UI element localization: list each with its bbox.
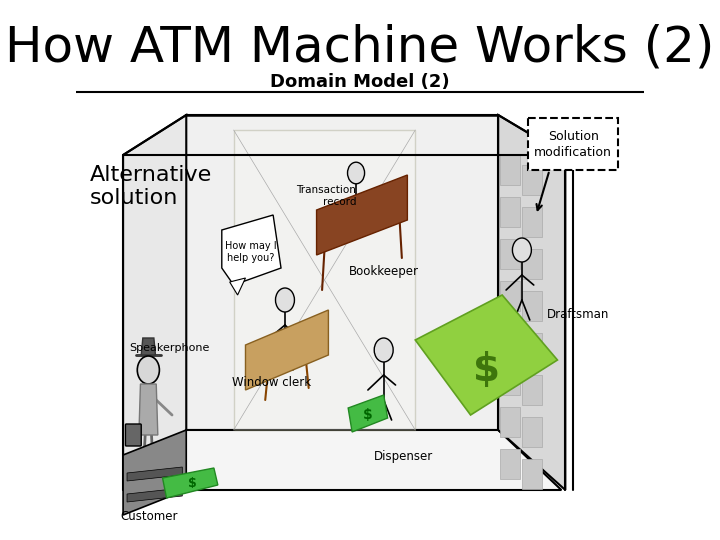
Polygon shape (500, 197, 520, 227)
Polygon shape (415, 295, 557, 415)
Text: Window clerk: Window clerk (232, 376, 311, 389)
Circle shape (374, 338, 393, 362)
Polygon shape (500, 239, 520, 269)
Text: How may I
help you?: How may I help you? (225, 241, 276, 263)
Circle shape (513, 238, 531, 262)
Circle shape (138, 356, 159, 384)
Text: Speakerphone: Speakerphone (130, 343, 210, 353)
Polygon shape (522, 375, 541, 405)
Polygon shape (498, 115, 565, 490)
Polygon shape (123, 115, 186, 490)
Polygon shape (500, 365, 520, 395)
Text: How ATM Machine Works (2): How ATM Machine Works (2) (5, 24, 715, 72)
Polygon shape (186, 115, 498, 430)
Polygon shape (500, 407, 520, 437)
Text: Draftsman: Draftsman (547, 308, 610, 321)
Polygon shape (500, 449, 520, 479)
Polygon shape (522, 249, 541, 279)
Polygon shape (163, 468, 218, 498)
Circle shape (348, 162, 364, 184)
Text: $: $ (363, 408, 373, 422)
Polygon shape (348, 395, 387, 432)
Text: Domain Model (2): Domain Model (2) (270, 73, 450, 91)
FancyBboxPatch shape (125, 424, 141, 446)
Text: Alternative
solution: Alternative solution (90, 165, 212, 208)
Text: Customer: Customer (120, 510, 178, 523)
Polygon shape (522, 459, 541, 489)
Polygon shape (123, 430, 562, 490)
Polygon shape (127, 488, 182, 502)
Text: Solution
modification: Solution modification (534, 131, 612, 159)
Polygon shape (500, 323, 520, 353)
Polygon shape (522, 165, 541, 195)
Text: $: $ (473, 351, 500, 389)
Polygon shape (522, 291, 541, 321)
Polygon shape (522, 417, 541, 447)
Polygon shape (139, 384, 158, 435)
Polygon shape (127, 467, 182, 481)
Text: Transaction
record: Transaction record (296, 185, 356, 207)
Polygon shape (500, 155, 520, 185)
Polygon shape (233, 130, 415, 430)
Polygon shape (317, 175, 408, 255)
Text: Bookkeeper: Bookkeeper (348, 265, 419, 278)
Polygon shape (141, 338, 156, 355)
FancyBboxPatch shape (528, 118, 618, 170)
Polygon shape (230, 278, 246, 295)
Circle shape (276, 288, 294, 312)
Polygon shape (522, 333, 541, 363)
Text: Dispenser: Dispenser (374, 450, 433, 463)
Polygon shape (522, 207, 541, 237)
Polygon shape (246, 310, 328, 390)
Polygon shape (500, 281, 520, 311)
Polygon shape (123, 430, 186, 515)
Text: $: $ (188, 476, 197, 489)
Polygon shape (222, 215, 281, 285)
